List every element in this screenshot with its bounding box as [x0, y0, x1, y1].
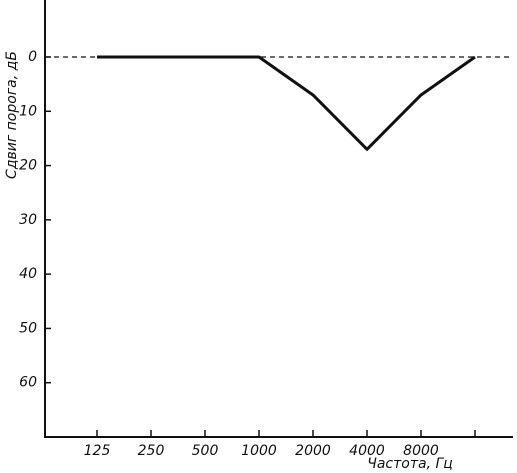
y-tick-label: 60	[19, 375, 37, 391]
y-tick-label: 40	[19, 266, 37, 282]
x-tick-label: 500	[192, 443, 219, 459]
x-tick-label: 1000	[241, 443, 277, 459]
y-tick-label: 50	[19, 320, 37, 336]
x-tick-label: 4000	[349, 443, 385, 459]
y-axis-label: Сдвиг порога, дБ	[4, 51, 20, 179]
x-tick-label: 8000	[403, 443, 439, 459]
x-tick-label: 250	[138, 443, 165, 459]
y-tick-label: 0	[28, 49, 37, 65]
y-tick-label: 30	[19, 212, 37, 228]
data-line	[97, 55, 476, 151]
y-tick-label: 10	[19, 103, 37, 119]
x-tick-label: 125	[84, 443, 111, 459]
x-axis-label: Частота, Гц	[367, 456, 453, 472]
y-tick-label: 20	[19, 158, 37, 174]
x-tick-label: 2000	[295, 443, 331, 459]
